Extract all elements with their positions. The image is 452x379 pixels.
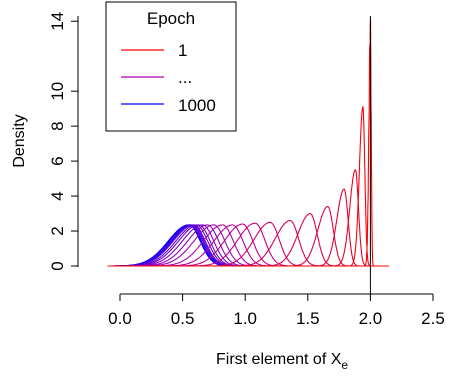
density-series-line (107, 213, 365, 267)
density-series-line (107, 224, 272, 267)
legend-label-1: ... (178, 68, 192, 87)
y-tick-label: 4 (48, 191, 67, 200)
density-series-line (107, 224, 270, 267)
x-tick-label: 0.5 (171, 309, 195, 328)
y-tick-label: 2 (48, 226, 67, 235)
x-tick-label: 1.5 (296, 309, 320, 328)
y-axis-label: Density (11, 114, 28, 167)
legend-label-0: 1 (178, 41, 187, 60)
density-series-line (107, 18, 389, 267)
x-tick-label: 1.0 (233, 309, 257, 328)
x-axis-label: First element of Xe (216, 351, 348, 372)
legend-box (105, 1, 237, 132)
x-tick-label: 2.0 (359, 309, 383, 328)
x-axis-label-subscript: e (341, 358, 348, 372)
y-tick-label: 8 (48, 121, 67, 130)
y-tick-label: 6 (48, 156, 67, 165)
legend-label-2: 1000 (178, 96, 216, 115)
y-tick-label: 0 (48, 261, 67, 270)
density-curves (107, 18, 389, 267)
legend-title: Epoch (147, 9, 195, 28)
legend: Epoch 1 ... 1000 (105, 1, 237, 132)
y-tick-label: 14 (48, 12, 67, 31)
x-axis-ticks: 0.0 0.5 1.0 1.5 2.0 2.5 (108, 294, 445, 328)
y-axis-ticks: 0 2 4 6 8 10 14 (48, 12, 78, 271)
x-tick-label: 2.5 (421, 309, 445, 328)
y-tick-label: 10 (48, 82, 67, 101)
x-tick-label: 0.0 (108, 309, 132, 328)
